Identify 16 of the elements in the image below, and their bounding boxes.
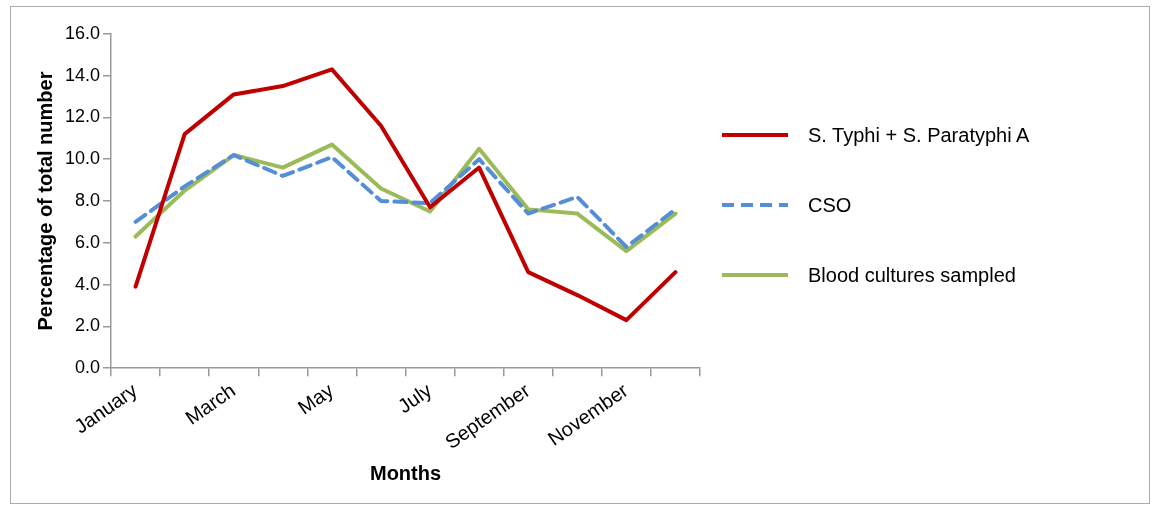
y-axis-title: Percentage of total number [33, 71, 56, 331]
x-tick-label: July [393, 378, 436, 418]
x-axis-title: Months [369, 461, 442, 484]
y-tick-label: 10.0 [64, 148, 101, 169]
y-tick-label: 2.0 [75, 315, 101, 336]
legend-label: S. Typhi + S. Paratyphi A [808, 123, 1030, 147]
y-tick-label: 14.0 [64, 64, 101, 85]
y-tick-label: 16.0 [64, 22, 101, 43]
y-tick-label: 0.0 [75, 357, 101, 378]
legend-label: Blood cultures sampled [808, 263, 1016, 287]
y-tick-label: 12.0 [64, 106, 101, 127]
y-tick-label: 6.0 [75, 231, 101, 252]
legend-label: CSO [808, 193, 852, 217]
x-tick-label: May [293, 378, 338, 419]
y-tick-label: 4.0 [75, 273, 101, 294]
y-tick-label: 8.0 [75, 189, 101, 210]
